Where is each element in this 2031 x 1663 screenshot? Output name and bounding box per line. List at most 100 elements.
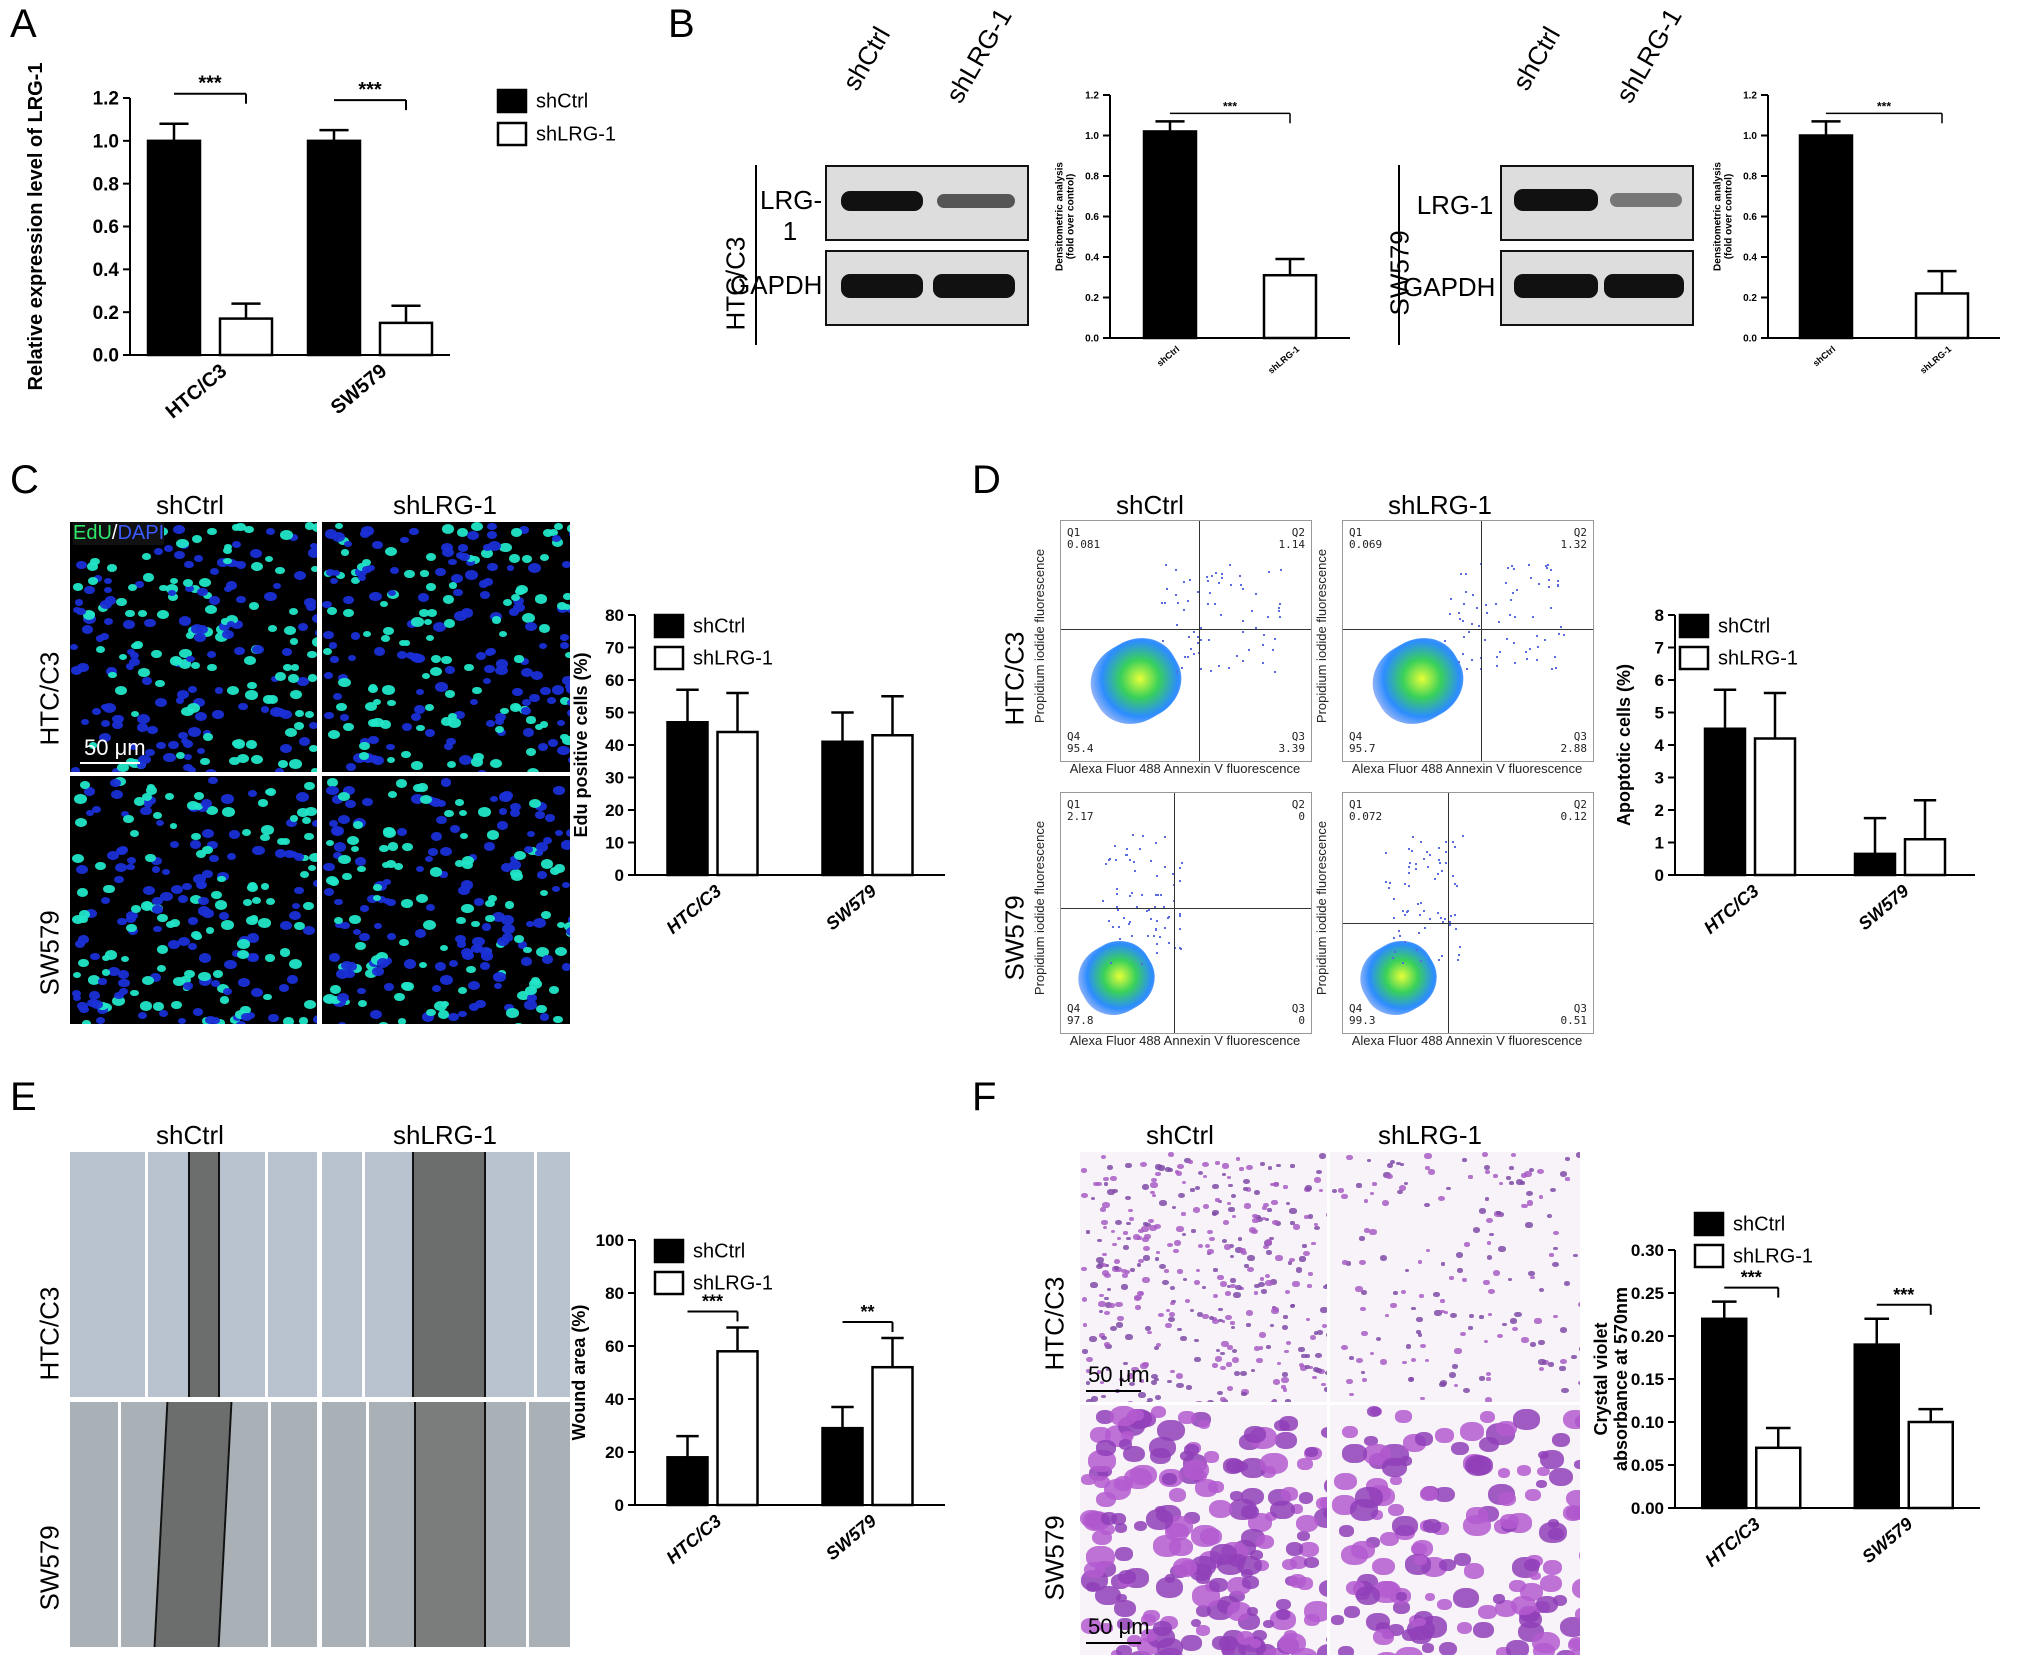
- bar: [1701, 1317, 1748, 1510]
- fc-y-label: Propidium iodide fluorescence: [1314, 548, 1329, 724]
- y-tick-label: 0.00: [1631, 1499, 1664, 1518]
- q4-value: Q4 95.4: [1067, 730, 1094, 755]
- legend-label: shLRG-1: [1733, 1246, 1813, 1268]
- bar: [871, 734, 914, 877]
- y-tick-label: 5: [1655, 703, 1664, 722]
- fc-y-label: Propidium iodide fluorescence: [1314, 820, 1329, 996]
- legend-swatch: [1693, 1211, 1725, 1237]
- e-row-htc: HTC/C3: [34, 1286, 65, 1381]
- panel-label-f: F: [972, 1075, 997, 1119]
- y-tick-label: 60: [605, 1337, 624, 1356]
- sig-label: **: [860, 1302, 874, 1322]
- y-tick-label: 0.2: [1085, 293, 1099, 304]
- y-tick-label: 0.10: [1631, 1413, 1664, 1432]
- y-tick-label: 20: [605, 801, 624, 820]
- flow-plot: Q1 0.081 Q2 1.14 Q4 95.4 Q3 3.39: [1060, 520, 1312, 762]
- f-scalebar-1: [1086, 1390, 1141, 1392]
- y-tick-label: 0.6: [1085, 212, 1099, 223]
- crystal-sw579-shlrg1: [1330, 1405, 1580, 1655]
- y-axis-label: Apoptotic cells (%): [1614, 664, 1634, 826]
- y-tick-label: 4: [1655, 736, 1665, 755]
- legend-swatch: [496, 88, 528, 114]
- d-row-sw579: SW579: [999, 895, 1030, 981]
- micro-htc-shctrl: [70, 522, 317, 772]
- fc-x-label: Alexa Fluor 488 Annexin V fluorescence: [1351, 1033, 1583, 1048]
- q2-value: Q2 1.32: [1560, 526, 1588, 551]
- wound-sw579-shlrg1: [322, 1402, 570, 1647]
- y-tick-label: 70: [605, 638, 624, 657]
- band-label-lrg1-1: LRG-1: [760, 185, 823, 246]
- bar: [1907, 1420, 1954, 1510]
- blot-lrg1-1: [825, 165, 1029, 241]
- f-row-sw579: SW579: [1039, 1515, 1070, 1601]
- y-tick-label: 0.8: [1743, 172, 1757, 183]
- bar: [821, 1426, 864, 1507]
- wound-sw579-shctrl: [70, 1402, 317, 1647]
- c-col-shctrl: shCtrl: [156, 490, 224, 520]
- legend-label: shCtrl: [1733, 1214, 1785, 1236]
- sig-label: ***: [1741, 1268, 1762, 1288]
- panel-label-c: C: [10, 458, 39, 502]
- category-label: shLRG-1: [1918, 344, 1953, 376]
- crystal-sw579-shctrl: [1080, 1405, 1327, 1655]
- legend-label: shCtrl: [536, 91, 588, 113]
- wound-htc-shlrg1: [322, 1152, 570, 1397]
- chart-f: 0.00 0.05 0.10 0.15 0.20 0.25 0.30 Crystal viol…: [1591, 1211, 1980, 1571]
- y-tick-label: 6: [1655, 671, 1664, 690]
- y-tick-label: 80: [605, 1284, 624, 1303]
- band-label-gapdh-1: GAPDH: [730, 270, 823, 300]
- blot-bracket-2: [1398, 165, 1400, 345]
- fc-x-label: Alexa Fluor 488 Annexin V fluorescence: [1069, 761, 1301, 776]
- bar: [306, 139, 362, 357]
- y-tick-label: 1.2: [1743, 91, 1757, 102]
- category-label: SW579: [822, 1511, 880, 1564]
- y-tick-label: 0: [1655, 866, 1664, 885]
- y-tick-label: 0.4: [93, 260, 120, 281]
- y-tick-label: 100: [596, 1231, 624, 1250]
- category-label: HTC/C3: [1700, 881, 1763, 938]
- e-col-shlrg1: shLRG-1: [392, 1120, 498, 1150]
- legend-swatch: [1678, 645, 1710, 671]
- legend-swatch: [1678, 613, 1710, 639]
- bar: [146, 139, 202, 357]
- blot-gapdh-2: [1500, 250, 1694, 326]
- panel-label-b: B: [668, 2, 695, 46]
- y-tick-label: 0.30: [1631, 1241, 1664, 1260]
- y-axis-label: Wound area (%): [569, 1305, 589, 1441]
- y-axis-label: Densitometric analysis(fold over control…: [1713, 162, 1735, 271]
- q3-value: Q3 2.88: [1560, 730, 1588, 755]
- legend-swatch: [496, 121, 528, 147]
- panel-label-a: A: [10, 2, 37, 46]
- d-col-shlrg1: shLRG-1: [1387, 490, 1493, 520]
- q2-value: Q2 1.14: [1278, 526, 1306, 551]
- c-scalebar: [80, 762, 140, 764]
- bar: [666, 1456, 709, 1507]
- bar: [666, 721, 709, 877]
- category-label: SW579: [1858, 1514, 1916, 1567]
- sig-label: ***: [1893, 1285, 1914, 1305]
- q4-value: Q4 97.8: [1067, 1002, 1094, 1027]
- legend-swatch: [653, 613, 685, 639]
- legend-label: shLRG-1: [536, 124, 616, 146]
- y-tick-label: 1.2: [93, 89, 119, 110]
- category-label: HTC/C3: [662, 1511, 725, 1568]
- bar: [716, 730, 759, 877]
- category-label: SW579: [1854, 881, 1912, 934]
- chart-b2: 0.0 0.2 0.4 0.6 0.8 1.0 1.2 Densitometric analy…: [1713, 91, 2000, 376]
- y-axis-label: Edu positive cells (%): [571, 652, 591, 837]
- chart-b1: 0.0 0.2 0.4 0.6 0.8 1.0 1.2 Densitometric analy…: [1055, 91, 1350, 376]
- e-row-sw579: SW579: [34, 1525, 65, 1611]
- legend-label: shCtrl: [1718, 616, 1770, 638]
- q1-value: Q1 0.081: [1067, 526, 1101, 551]
- fc-x-label: Alexa Fluor 488 Annexin V fluorescence: [1069, 1033, 1301, 1048]
- y-tick-label: 0.0: [1085, 334, 1099, 345]
- y-tick-label: 40: [605, 736, 624, 755]
- y-tick-label: 0.2: [93, 303, 119, 324]
- legend-label: shLRG-1: [693, 648, 773, 670]
- y-tick-label: 1.0: [1085, 131, 1099, 142]
- y-tick-label: 10: [605, 833, 624, 852]
- sig-label: ***: [358, 79, 382, 101]
- c-col-shlrg1: shLRG-1: [392, 490, 498, 520]
- bar: [1853, 852, 1897, 877]
- y-tick-label: 7: [1655, 638, 1664, 657]
